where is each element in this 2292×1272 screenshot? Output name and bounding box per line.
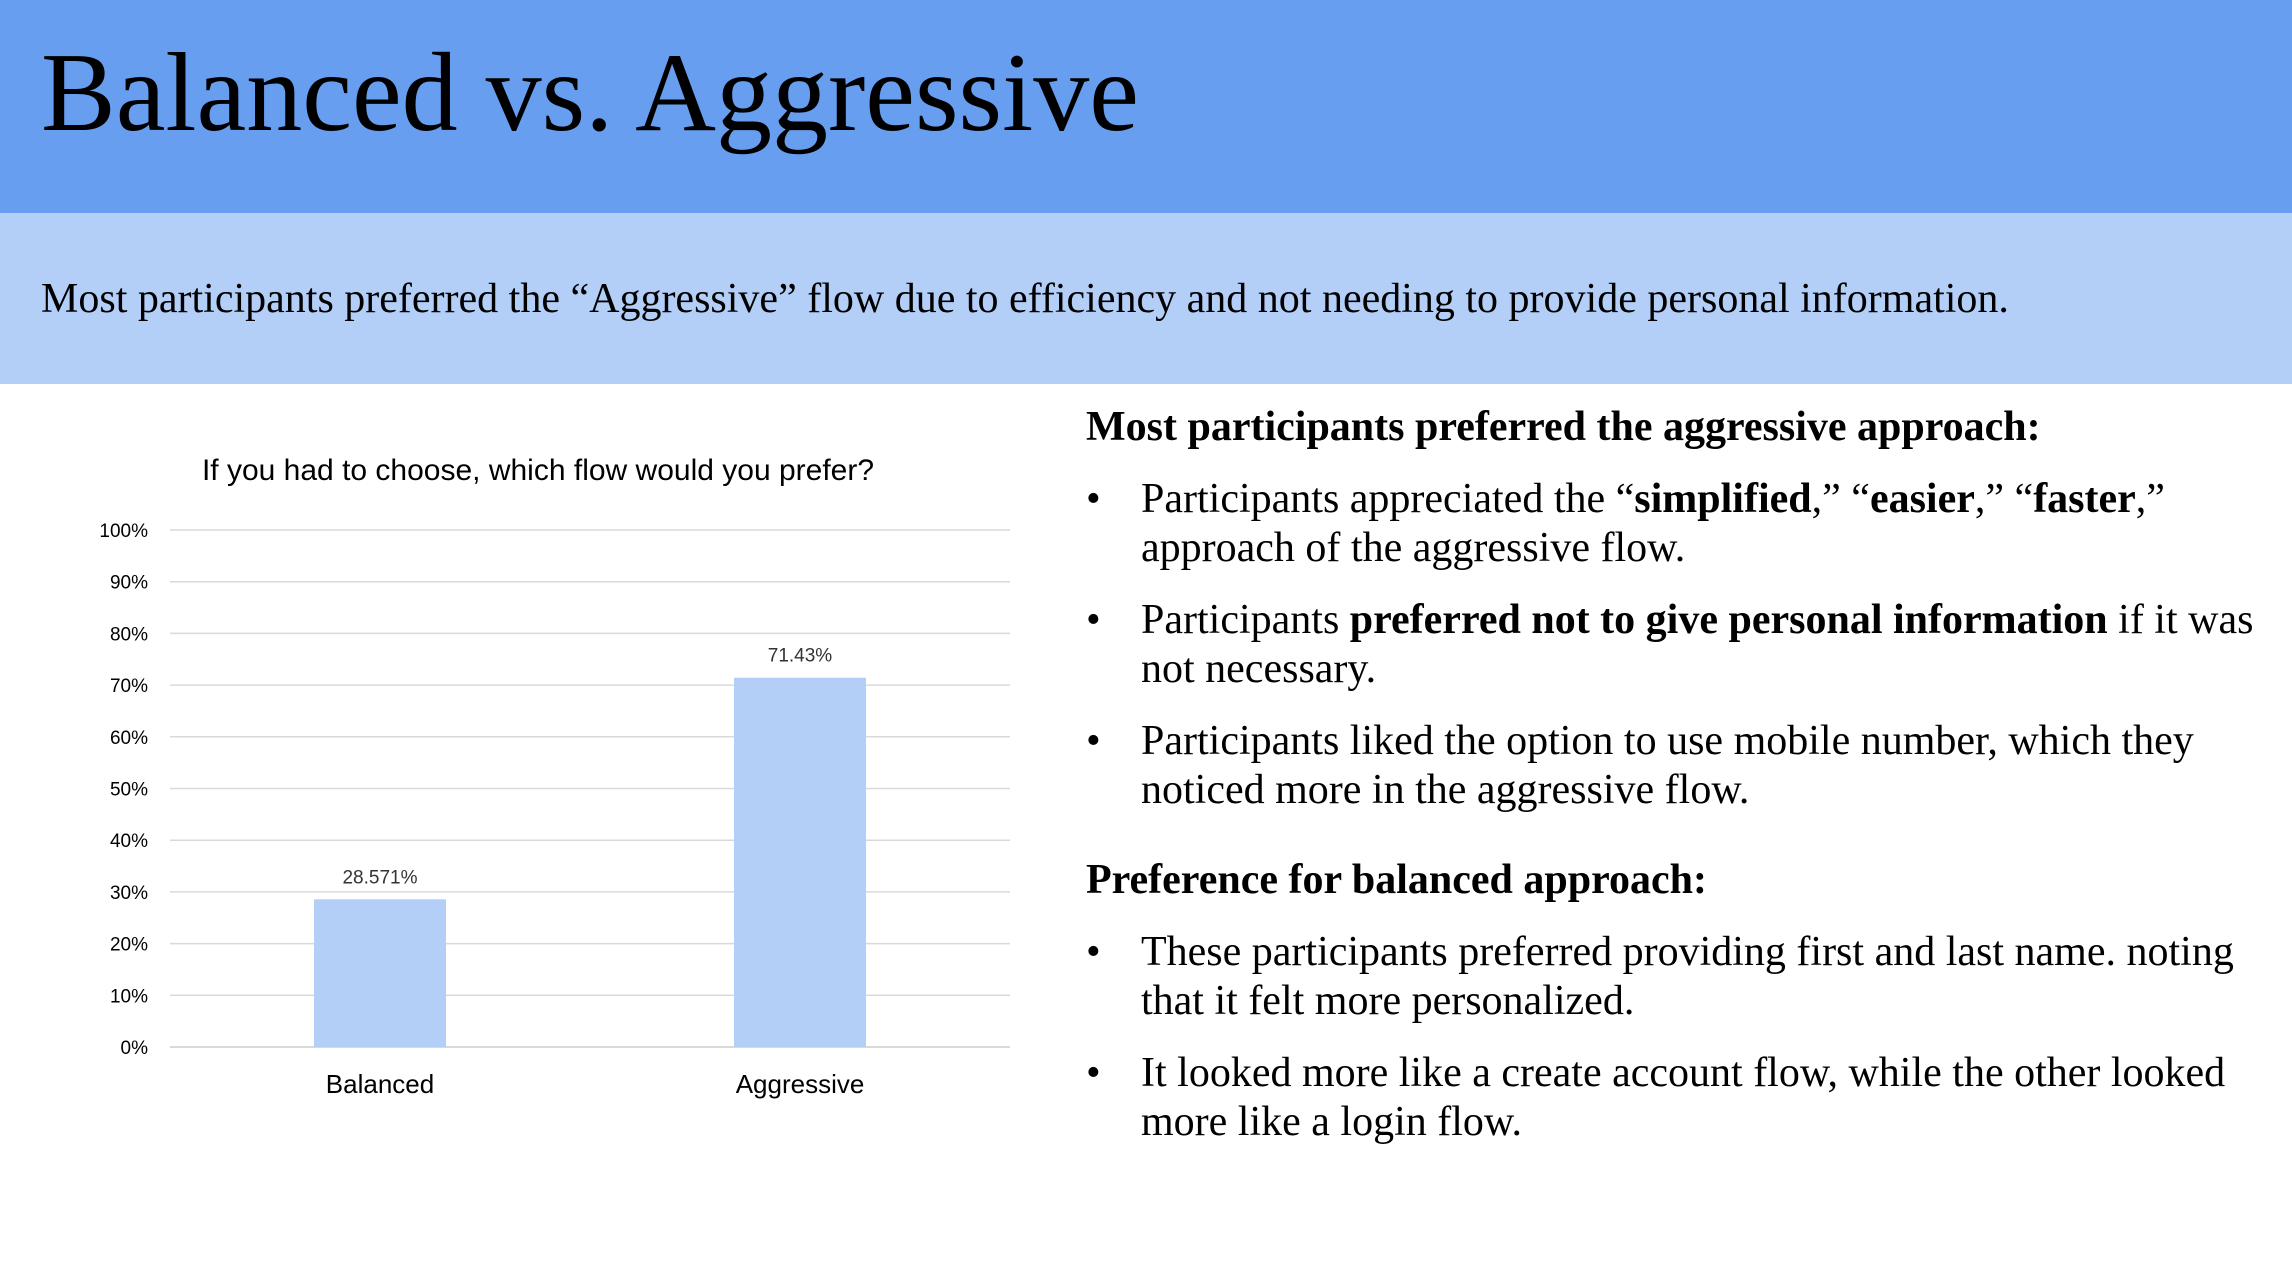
findings-panel: Most participants preferred the aggressi… <box>1086 402 2266 1147</box>
bullet-emphasis: faster <box>2033 476 2136 522</box>
slide-subtitle: Most participants preferred the “Aggress… <box>41 276 2009 322</box>
balanced-bullet: These participants preferred providing f… <box>1086 928 2266 1026</box>
slide-title: Balanced vs. Aggressive <box>41 31 1139 155</box>
category-label: Balanced <box>326 1069 434 1099</box>
bullet-text: ,” “ <box>1974 476 2034 522</box>
bullet-text: Participants appreciated the “ <box>1141 476 1635 522</box>
aggressive-bullet: Participants appreciated the “simplified… <box>1086 475 2266 573</box>
balanced-bullets: These participants preferred providing f… <box>1086 928 2266 1147</box>
y-tick-label: 30% <box>110 883 148 904</box>
y-tick-label: 70% <box>110 676 148 697</box>
balanced-heading: Preference for balanced approach: <box>1086 857 1707 903</box>
x-axis-category-labels: Balanced Aggressive <box>326 1069 865 1099</box>
aggressive-bullet: Participants preferred not to give perso… <box>1086 596 2266 694</box>
bullet-emphasis: easier <box>1869 476 1975 522</box>
category-label: Aggressive <box>736 1069 865 1099</box>
y-axis-tick-labels: 0% 10% 20% 30% 40% 50% 60% 70% 80% 90% 100% <box>99 521 148 1059</box>
bullet-text: It looked more like a create account flo… <box>1141 1050 2226 1145</box>
y-tick-label: 80% <box>110 624 148 645</box>
y-tick-label: 60% <box>110 728 148 749</box>
y-tick-label: 50% <box>110 780 148 801</box>
bullet-text: ,” “ <box>1811 476 1870 522</box>
data-label: 71.43% <box>768 646 833 667</box>
chart-bars <box>314 677 866 1047</box>
aggressive-bullets: Participants appreciated the “simplified… <box>1086 475 2266 815</box>
bullet-text: These participants preferred providing f… <box>1141 929 2234 1024</box>
aggressive-bullet: Participants liked the option to use mob… <box>1086 717 2266 815</box>
y-tick-label: 40% <box>110 831 148 852</box>
aggressive-heading: Most participants preferred the aggressi… <box>1086 404 2041 450</box>
balanced-bullet: It looked more like a create account flo… <box>1086 1049 2266 1147</box>
chart-data-labels: 28.571% 71.43% <box>342 646 832 889</box>
bar-balanced <box>314 899 446 1047</box>
bullet-text: Participants liked the option to use mob… <box>1141 718 2194 813</box>
bullet-text: if it was not necessary. <box>1141 597 2254 692</box>
preference-chart: If you had to choose, which flow would y… <box>80 440 1040 1120</box>
bullet-text: ,” approach of the aggressive flow. <box>1141 476 2165 571</box>
y-tick-label: 100% <box>99 521 148 542</box>
y-tick-label: 10% <box>110 986 148 1007</box>
y-tick-label: 0% <box>121 1038 149 1059</box>
data-label: 28.571% <box>342 867 417 888</box>
y-tick-label: 90% <box>110 573 148 594</box>
bar-aggressive <box>734 677 866 1047</box>
chart-gridlines <box>170 529 1010 1048</box>
bullet-emphasis: simplified <box>1634 476 1812 522</box>
section-spacer <box>1086 815 2266 855</box>
subtitle-band: Most participants preferred the “Aggress… <box>0 213 2292 384</box>
bullet-text: Participants <box>1141 597 1350 643</box>
title-band: Balanced vs. Aggressive <box>0 0 2292 213</box>
y-tick-label: 20% <box>110 935 148 956</box>
chart-title: If you had to choose, which flow would y… <box>202 454 874 487</box>
bullet-emphasis: preferred not to give personal informati… <box>1349 597 2108 643</box>
chart-svg: If you had to choose, which flow would y… <box>99 454 1010 1099</box>
